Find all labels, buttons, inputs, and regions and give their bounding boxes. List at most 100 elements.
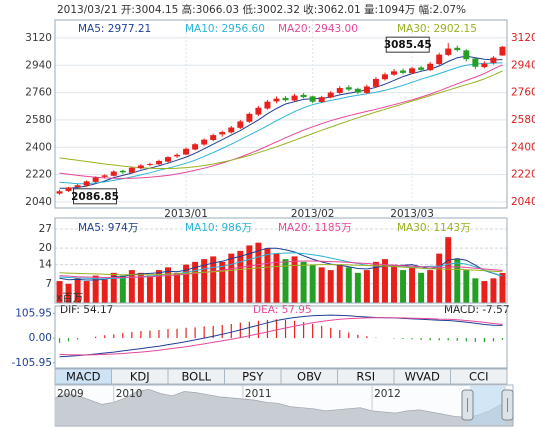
candle-body — [210, 135, 217, 140]
volume-bar — [282, 259, 289, 303]
volume-ma-line — [59, 264, 503, 276]
y-tick-label: 105.95 — [15, 307, 52, 319]
price-marker: 2086.85 — [71, 191, 119, 203]
volume-bar — [490, 278, 497, 303]
volume-bar — [336, 264, 343, 303]
candle-body — [472, 58, 479, 67]
legend-entry: MA30: 1143万 — [397, 222, 471, 234]
y-tick-label-left: 2040 — [25, 196, 52, 208]
tab-label[interactable]: PSY — [242, 370, 264, 384]
y-tick-label-left: 2400 — [25, 141, 52, 153]
ma-line — [59, 62, 503, 185]
candle-body — [246, 113, 253, 122]
candle-body — [101, 175, 108, 177]
volume-bar — [56, 281, 63, 303]
candle-body — [56, 191, 63, 194]
volume-bar — [219, 261, 226, 303]
y-tick-label-right: 2760 — [511, 87, 535, 99]
tab-label[interactable]: RSI — [356, 370, 375, 384]
tab-label[interactable]: OBV — [297, 370, 322, 384]
y-tick-label: 7 — [45, 278, 52, 290]
volume-bar — [345, 267, 352, 303]
volume-bar — [128, 270, 135, 303]
volume-bar — [174, 272, 181, 303]
candle-body — [174, 154, 181, 157]
navigator-year: 2010 — [116, 388, 143, 400]
legend-entry: MACD: -7.57 — [444, 304, 510, 316]
price-frame — [54, 19, 508, 209]
candle-body — [137, 165, 144, 169]
candle-body — [146, 163, 153, 165]
volume-bar — [92, 275, 99, 303]
quote-header: 2013/03/21 开:3004.15 高:3066.03 低:3002.32… — [57, 3, 466, 16]
y-tick-label-left: 2940 — [25, 59, 52, 71]
candle-body — [445, 48, 452, 55]
indicator-tab[interactable]: RSI — [337, 368, 395, 385]
legend-entry: MA10: 986万 — [185, 222, 252, 234]
volume-bar — [309, 264, 316, 303]
navigator-area — [54, 388, 514, 427]
navigator-year: 2011 — [245, 388, 272, 400]
y-tick-label-right: 2940 — [511, 59, 535, 71]
legend-entry: MA5: 2977.21 — [78, 23, 151, 35]
volume-bar — [183, 264, 190, 303]
candle-body — [391, 71, 397, 75]
volume-bar — [381, 259, 388, 303]
candle-body — [499, 46, 506, 56]
candle-body — [237, 121, 244, 128]
indicator-tab[interactable]: BOLL — [167, 368, 225, 385]
y-tick-label: 14 — [39, 259, 53, 271]
indicator-tab[interactable]: KDJ — [111, 368, 169, 385]
candle-body — [327, 92, 334, 98]
candle-body — [309, 96, 316, 102]
indicator-tab[interactable]: OBV — [280, 368, 338, 385]
candle-body — [363, 86, 370, 93]
volume-bar — [354, 272, 361, 303]
y-tick-label: -105.95 — [11, 357, 52, 369]
volume-bar — [427, 270, 434, 303]
indicator-tab[interactable]: PSY — [224, 368, 282, 385]
candle-body — [318, 97, 325, 103]
indicator-tab[interactable]: WVAD — [393, 368, 451, 385]
volume-bar — [201, 259, 208, 303]
x-tick-label: 2013/01 — [164, 208, 208, 220]
ma-line — [59, 64, 503, 179]
tab-label[interactable]: BOLL — [181, 370, 211, 384]
legend-entry: DIF: 54.17 — [60, 304, 113, 316]
legend-entry: MA30: 2902.15 — [397, 23, 477, 35]
volume-bar — [463, 270, 470, 303]
tab-label[interactable]: MACD — [66, 370, 101, 384]
macd-frame — [54, 305, 508, 369]
volume-bar — [264, 248, 271, 303]
indicator-tab[interactable]: MACD — [54, 368, 112, 385]
indicator-tab[interactable]: CCI — [450, 368, 508, 385]
y-tick-label-right: 2040 — [511, 196, 535, 208]
tab-label[interactable]: WVAD — [405, 370, 440, 384]
volume-bar — [372, 261, 379, 303]
y-tick-label-left: 2580 — [25, 114, 52, 126]
candle-body — [418, 67, 425, 70]
candle-body — [427, 63, 434, 71]
tab-label[interactable]: KDJ — [130, 370, 150, 384]
volume-frame — [54, 217, 508, 304]
candle-body — [372, 78, 379, 87]
price-marker: 3085.45 — [384, 39, 432, 51]
volume-bar — [101, 278, 108, 303]
y-tick-label-right: 2400 — [511, 141, 535, 153]
candle-body — [83, 181, 90, 186]
legend-entry: MA20: 2943.00 — [278, 23, 358, 35]
tab-bg[interactable] — [450, 368, 508, 385]
x-tick-label: 2013/02 — [291, 208, 335, 220]
volume-bar — [409, 267, 416, 303]
candle-body — [183, 148, 190, 155]
volume-bar — [137, 272, 144, 303]
y-tick-label: 0.00 — [29, 332, 52, 344]
y-tick-label-right: 3120 — [511, 32, 535, 44]
tab-label[interactable]: CCI — [469, 370, 488, 384]
candle-body — [165, 157, 171, 162]
legend-entry: MA10: 2956.60 — [185, 23, 265, 35]
volume-bar — [499, 273, 506, 303]
candle-body — [155, 160, 162, 165]
volume-bar — [228, 253, 235, 303]
candle-body — [345, 87, 352, 90]
